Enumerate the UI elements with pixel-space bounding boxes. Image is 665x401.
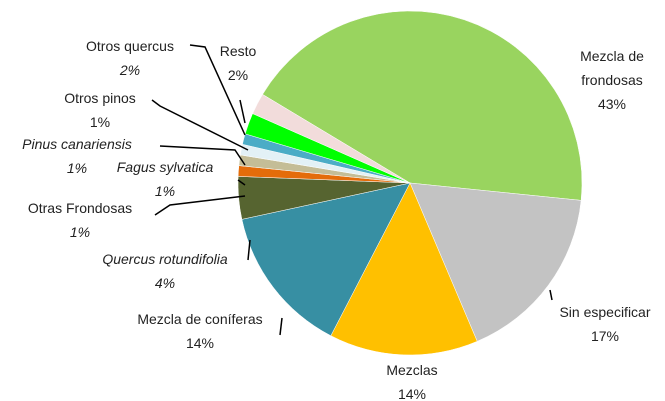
pie-slice [241, 182, 411, 337]
category-label: Mezcla de frondosas [580, 48, 644, 88]
leader-line [549, 289, 553, 301]
category-label: Sin especificar [559, 304, 651, 320]
leader-line [154, 195, 246, 216]
category-label: Resto [219, 43, 257, 59]
value-label: 4% [154, 275, 176, 291]
leader-line [239, 99, 246, 124]
category-label: Quercus rotundifolia [102, 251, 228, 267]
leader-line [237, 179, 246, 186]
slice-label: Fagus sylvatica 1% [95, 155, 235, 203]
pie-slice [262, 10, 583, 201]
pie-slice [252, 94, 411, 184]
slice-label: Otros pinos 1% [50, 86, 150, 134]
slice-label: Otras Frondosas 1% [5, 196, 155, 244]
leader-line [151, 99, 249, 151]
value-label: 17% [590, 328, 620, 344]
value-label: 43% [597, 96, 627, 112]
value-label: 1% [89, 114, 111, 130]
pie-slice [409, 182, 582, 342]
leader-line [189, 44, 246, 136]
leader-line [159, 145, 246, 166]
category-label: Otros quercus [86, 38, 174, 54]
value-label: 2% [227, 67, 249, 83]
value-label: 14% [397, 386, 427, 401]
leader-line [279, 317, 283, 336]
slice-label: Resto 2% [213, 39, 263, 87]
slice-label: Mezcla de coníferas 14% [115, 307, 285, 355]
slice-label: Mezclas 14% [372, 358, 452, 401]
category-label: Otras Frondosas [27, 200, 133, 216]
slice-label: Quercus rotundifolia 4% [80, 247, 250, 295]
category-label: Mezcla de coníferas [137, 311, 263, 327]
pie-slice [330, 182, 478, 356]
category-label: Otros pinos [64, 90, 136, 106]
value-label: 1% [66, 160, 88, 176]
value-label: 1% [154, 183, 176, 199]
value-label: 14% [185, 335, 215, 351]
category-label: Mezclas [386, 362, 438, 378]
value-label: 2% [119, 62, 141, 78]
category-label: Pinus canariensis [22, 136, 132, 152]
slice-label: Sin especificar 17% [545, 300, 665, 348]
value-label: 1% [69, 224, 91, 240]
category-label: Fagus sylvatica [116, 159, 214, 175]
slice-label: Pinus canariensis 1% [2, 132, 152, 180]
slice-label: Otros quercus 2% [65, 34, 195, 82]
leader-line [247, 239, 251, 261]
slice-label: Mezcla de frondosas 43% [567, 44, 657, 116]
